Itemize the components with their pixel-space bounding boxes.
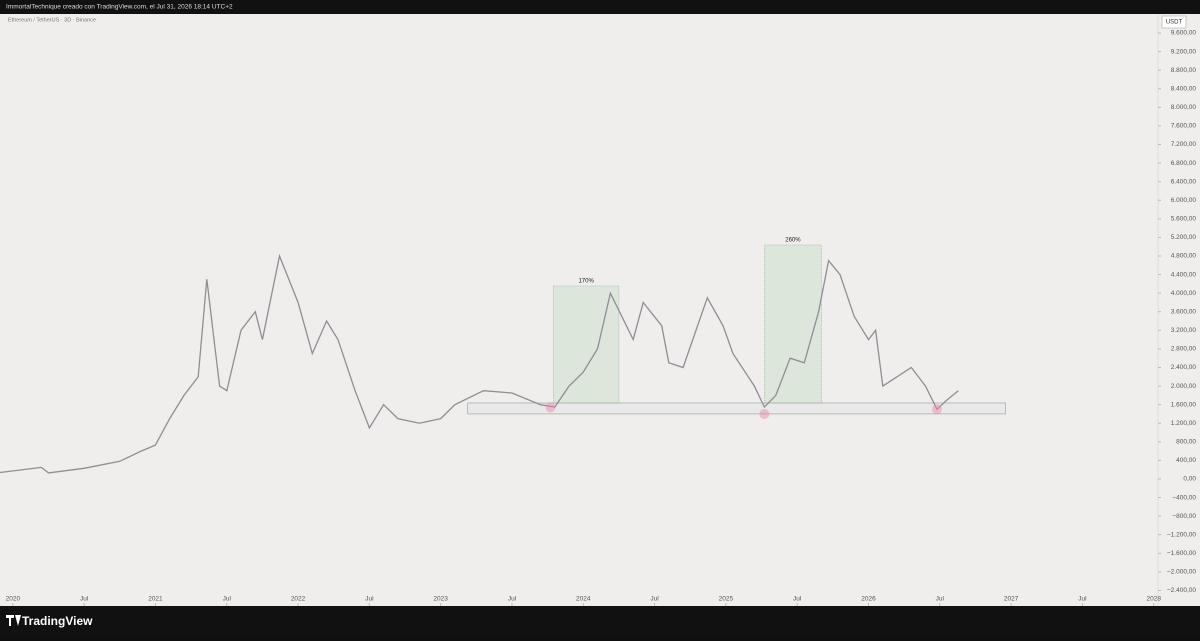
range-label: 170% bbox=[578, 279, 594, 285]
y-tick-label: 7.200,00 bbox=[1171, 141, 1197, 148]
x-tick-label: Jul bbox=[508, 596, 517, 603]
y-tick-label: 6.400,00 bbox=[1171, 178, 1197, 185]
x-tick-label: 2028 bbox=[1146, 596, 1161, 603]
y-tick-label: 5.200,00 bbox=[1171, 234, 1197, 241]
x-tick-label: 2027 bbox=[1004, 596, 1019, 603]
logo bbox=[6, 615, 21, 626]
y-tick-label: 9.200,00 bbox=[1171, 48, 1197, 55]
credit: ImmortalTechnique creado con TradingView… bbox=[6, 4, 233, 11]
x-tick-label: Jul bbox=[80, 596, 89, 603]
y-tick-label: −1.600,00 bbox=[1167, 550, 1196, 557]
y-tick-label: 1.600,00 bbox=[1171, 401, 1197, 408]
x-tick-label: 2026 bbox=[861, 596, 876, 603]
y-tick-label: 0,00 bbox=[1183, 476, 1196, 483]
brand: TradingView bbox=[22, 614, 93, 628]
x-tick-label: Jul bbox=[650, 596, 659, 603]
y-tick-label: −400,00 bbox=[1172, 494, 1196, 501]
y-tick-label: 8.800,00 bbox=[1171, 67, 1197, 74]
range-box bbox=[764, 244, 822, 404]
x-tick-label: 2020 bbox=[6, 596, 21, 603]
y-tick-label: 4.000,00 bbox=[1171, 290, 1197, 297]
y-tick-label: 6.000,00 bbox=[1171, 197, 1197, 204]
y-tick-label: −800,00 bbox=[1172, 513, 1196, 520]
y-tick-label: 400,00 bbox=[1176, 457, 1196, 464]
x-tick-label: Jul bbox=[1078, 596, 1087, 603]
y-tick-label: 9.600,00 bbox=[1171, 30, 1197, 37]
currency: USDT bbox=[1166, 20, 1183, 26]
y-tick-label: 2.400,00 bbox=[1171, 364, 1197, 371]
y-tick-label: 2.000,00 bbox=[1171, 383, 1197, 390]
y-tick-label: 3.200,00 bbox=[1171, 327, 1197, 334]
chart-bg bbox=[0, 14, 1200, 606]
y-tick-label: 4.400,00 bbox=[1171, 271, 1197, 278]
x-tick-label: 2021 bbox=[148, 596, 163, 603]
x-tick-label: 2022 bbox=[291, 596, 306, 603]
y-tick-label: −2.400,00 bbox=[1167, 587, 1196, 594]
y-tick-label: 6.800,00 bbox=[1171, 160, 1197, 167]
symbol-title: Ethereum / TetherUS · 3D · Binance bbox=[8, 17, 96, 23]
x-tick-label: Jul bbox=[936, 596, 945, 603]
y-tick-label: 8.000,00 bbox=[1171, 104, 1197, 111]
x-tick-label: 2023 bbox=[433, 596, 448, 603]
x-tick-label: Jul bbox=[223, 596, 232, 603]
y-tick-label: 1.200,00 bbox=[1171, 420, 1197, 427]
y-tick-label: 2.800,00 bbox=[1171, 346, 1197, 353]
support-zone bbox=[467, 402, 1006, 415]
x-tick-label: 2024 bbox=[576, 596, 591, 603]
range-box bbox=[553, 285, 620, 404]
y-tick-label: 3.600,00 bbox=[1171, 308, 1197, 315]
y-tick-label: 800,00 bbox=[1176, 439, 1196, 446]
range-label: 260% bbox=[785, 238, 801, 244]
y-tick-label: −2.000,00 bbox=[1167, 569, 1196, 576]
x-tick-label: Jul bbox=[365, 596, 374, 603]
currency-box bbox=[1161, 15, 1187, 29]
y-tick-label: −1.200,00 bbox=[1167, 531, 1196, 538]
bottom-marker bbox=[759, 408, 770, 419]
y-tick-label: 5.600,00 bbox=[1171, 216, 1197, 223]
y-tick-label: 7.600,00 bbox=[1171, 123, 1197, 130]
y-tick-label: 8.400,00 bbox=[1171, 85, 1197, 92]
price-line bbox=[0, 253, 959, 474]
bottom-marker bbox=[545, 402, 556, 413]
x-tick-label: 2025 bbox=[719, 596, 734, 603]
bottom-marker bbox=[931, 404, 942, 415]
x-tick-label: Jul bbox=[793, 596, 802, 603]
y-tick-label: 4.800,00 bbox=[1171, 253, 1197, 260]
